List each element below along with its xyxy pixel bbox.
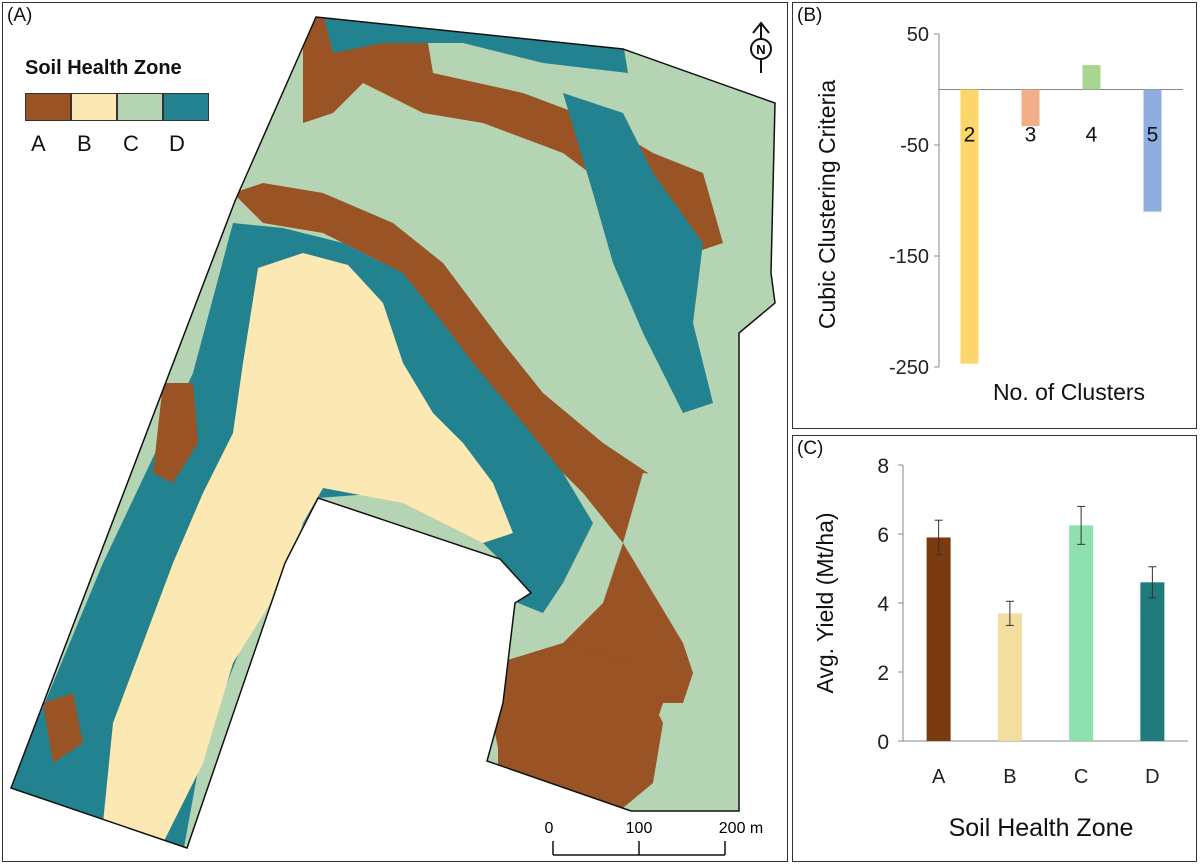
legend-label-c: C (123, 131, 139, 156)
legend-label-b: B (77, 131, 92, 156)
x-tick-label: 4 (1086, 124, 1098, 147)
legend-swatch-c (117, 93, 163, 121)
y-tick-label: 8 (877, 455, 889, 478)
zone-c-region (643, 703, 743, 811)
x-tick-label: A (932, 766, 946, 788)
panel-c-chart: (C) 0 2 4 6 8 A B C D Avg. Yield (Mt/ha) Soil Heal… (792, 435, 1197, 862)
soil-zone-map: N 0 100 200 m (10, 16, 776, 856)
north-label: N (756, 42, 765, 57)
legend-label-d: D (169, 131, 185, 156)
y-tick-label: 2 (877, 662, 889, 685)
north-arrow-icon (750, 21, 772, 73)
x-axis-label: No. of Clusters (993, 379, 1145, 405)
panel-a-map: (A) (2, 2, 788, 862)
bar-clusters-3 (1021, 89, 1040, 127)
panel-c-label: (C) (797, 438, 824, 459)
bar-zone-B (997, 613, 1022, 741)
zone-a-region (43, 693, 83, 763)
x-tick-label: 2 (964, 124, 976, 147)
error-bar-B (1005, 600, 1014, 626)
bar-clusters-5 (1143, 89, 1162, 212)
zone-d-region (563, 93, 713, 413)
yield-bar-chart: 0 2 4 6 8 A B C D Avg. Yield (Mt/ha) Soil Health Z… (812, 455, 1188, 842)
field-boundary (10, 16, 776, 849)
scale-label-200: 200 m (719, 820, 763, 837)
y-tick-label: -250 (889, 357, 929, 379)
y-tick-label: -150 (889, 246, 929, 268)
bar-clusters-2 (960, 89, 979, 364)
x-tick-label: D (1145, 766, 1159, 788)
x-tick-label: 3 (1025, 124, 1037, 147)
scale-label-100: 100 (626, 820, 653, 837)
y-tick-label: -50 (900, 135, 929, 157)
y-tick-label: 4 (877, 593, 889, 616)
legend-swatch-b (71, 93, 117, 121)
x-tick-label: C (1074, 766, 1088, 788)
legend-swatches (25, 93, 209, 121)
legend-swatch-d (163, 93, 209, 121)
error-bar-D (1148, 566, 1157, 599)
legend-swatch-a (25, 93, 71, 121)
y-tick-label: 0 (877, 731, 889, 754)
y-axis-label: Cubic Clustering Criteria (814, 80, 840, 329)
legend-label-a: A (31, 131, 46, 156)
error-bar-A (934, 519, 943, 556)
y-axis-label: Avg. Yield (Mt/ha) (812, 512, 838, 693)
zone-a-region (498, 643, 663, 808)
zone-a-region (153, 383, 198, 483)
zone-d-region (323, 17, 628, 73)
bar-zone-D (1140, 582, 1165, 741)
bar-clusters-4 (1082, 65, 1101, 90)
scale-label-0: 0 (545, 820, 554, 837)
ccc-bar-chart: 50 -50 -150 -250 2 3 4 5 Cubic Clustering Criter… (814, 24, 1183, 405)
y-tick-label: 6 (877, 524, 889, 547)
zone-a-region (233, 183, 743, 803)
bar-zone-A (926, 537, 951, 741)
legend-labels: A B C D (25, 131, 209, 157)
y-tick-label: 50 (907, 24, 929, 46)
zone-c-region (623, 473, 743, 703)
panel-a-label: (A) (7, 5, 33, 26)
x-tick-label: B (1003, 766, 1016, 788)
x-axis-label: Soil Health Zone (949, 814, 1134, 842)
bar-zone-C (1069, 525, 1094, 741)
legend-title: Soil Health Zone (25, 57, 182, 79)
error-bar-C (1077, 505, 1086, 545)
x-tick-label: 5 (1147, 124, 1159, 147)
zone-b-region (103, 253, 513, 843)
panel-b-chart: (B) 50 -50 -150 -250 2 3 4 5 Cubic Clustering Cr… (792, 2, 1197, 429)
panel-b-label: (B) (797, 5, 823, 26)
scale-bar (552, 841, 726, 856)
